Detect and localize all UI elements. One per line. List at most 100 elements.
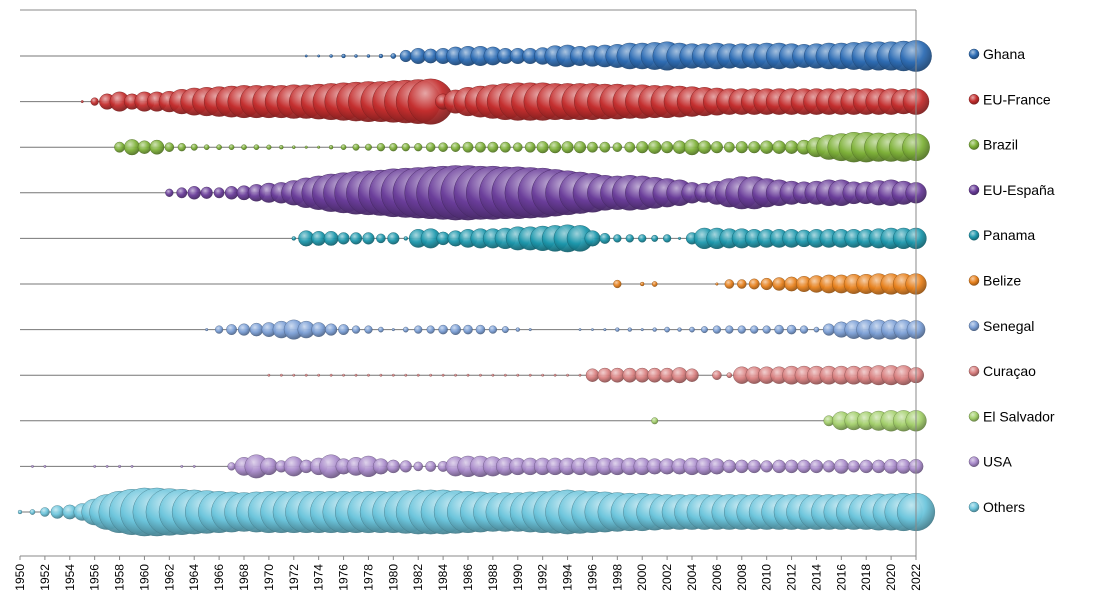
x-tick-label: 2004 <box>685 564 699 591</box>
legend: Ghana EU-France Brazil EU-España Panama Beliz… <box>968 46 1055 515</box>
bubble-point <box>329 54 333 58</box>
legend-item: Ghana <box>968 46 1025 62</box>
bubble-point <box>724 279 735 289</box>
bubble-point <box>479 373 482 377</box>
bubble-point <box>311 322 327 337</box>
bubble-point <box>404 373 408 377</box>
bubble-point <box>416 373 420 377</box>
bubble-point <box>651 234 659 242</box>
legend-label: Brazil <box>983 137 1018 153</box>
bubble-point <box>317 373 321 377</box>
bubble-point <box>697 140 712 154</box>
bubble-point <box>772 140 786 154</box>
x-tick-label: 1990 <box>511 564 525 591</box>
legend-label: USA <box>983 454 1012 470</box>
bubble-point <box>640 281 645 287</box>
legend-item: USA <box>968 454 1012 470</box>
legend-marker <box>968 320 980 332</box>
bubble-point <box>585 368 600 382</box>
bubble-point <box>615 327 620 332</box>
bubble-point <box>462 141 474 153</box>
bubble-point <box>772 459 786 474</box>
series-row-Belize <box>20 273 927 295</box>
bubble-point <box>651 417 659 425</box>
bubble-point <box>413 461 423 472</box>
bubble-point <box>578 373 582 377</box>
bubble-point <box>165 188 174 197</box>
x-tick-label: 1950 <box>13 564 27 591</box>
x-tick-label: 1982 <box>411 564 425 591</box>
x-tick-label: 1966 <box>212 564 226 591</box>
x-tick-label: 1968 <box>237 564 251 591</box>
x-tick-label: 2008 <box>735 564 749 591</box>
series-rows <box>17 40 936 537</box>
bubble-point <box>541 373 545 377</box>
x-tick-label: 2016 <box>834 564 848 591</box>
bubble-point <box>387 232 400 245</box>
bubble-point <box>425 460 437 472</box>
bubble-point <box>328 145 334 150</box>
bubble-point <box>292 373 296 377</box>
bubble-point <box>414 143 423 152</box>
bubble-point <box>176 187 188 199</box>
bubble-point <box>329 373 333 377</box>
legend-label: EU-France <box>983 91 1051 107</box>
bubble-point <box>553 373 557 377</box>
bubble-point <box>750 325 759 334</box>
x-tick-label: 1964 <box>187 564 201 591</box>
bubble-point <box>438 324 448 335</box>
bubble-point <box>528 373 532 377</box>
bubble-point <box>578 328 582 331</box>
legend-item: EU-España <box>968 182 1055 198</box>
x-tick-label: 1962 <box>162 564 176 591</box>
bubble-point <box>708 458 725 475</box>
bubble-point <box>391 373 395 377</box>
bubble-point <box>748 141 761 154</box>
bubble-point <box>123 139 140 156</box>
bubble-point <box>599 232 611 244</box>
bubble-point <box>366 54 371 58</box>
bubble-point <box>636 141 649 154</box>
bubble-point <box>625 234 634 243</box>
bubble-point <box>352 143 360 151</box>
bubble-point <box>712 370 722 380</box>
x-tick-label: 2000 <box>635 564 649 591</box>
bubble-point <box>118 464 122 468</box>
bubble-point <box>354 373 358 377</box>
bubble-point <box>43 464 47 468</box>
bubble-point <box>325 323 338 336</box>
bubble-point <box>760 460 773 473</box>
bubble-point <box>896 459 911 474</box>
bubble-point <box>797 459 811 474</box>
bubble-point <box>253 144 260 150</box>
bubble-point <box>292 145 296 149</box>
bubble-point <box>338 324 349 335</box>
bubble-point <box>401 143 410 152</box>
bubble-point <box>349 232 363 245</box>
x-tick-label: 1974 <box>312 564 326 591</box>
x-tick-label: 1980 <box>386 564 400 591</box>
legend-label: Ghana <box>983 46 1025 62</box>
x-tick-label: 1954 <box>63 564 77 591</box>
bubble-point <box>224 186 239 200</box>
x-tick-label: 1992 <box>536 564 550 591</box>
legend-label: Belize <box>983 273 1021 289</box>
bubble-point <box>389 143 398 152</box>
x-tick-label: 2018 <box>859 564 873 591</box>
legend-label: El Salvador <box>983 408 1055 424</box>
bubble-point <box>859 459 873 474</box>
bubble-point <box>399 49 412 63</box>
bubble-point <box>149 139 165 155</box>
bubble-point <box>647 367 663 383</box>
bubble-point <box>40 507 50 517</box>
x-tick-label: 1952 <box>38 564 52 591</box>
legend-label: Others <box>983 499 1025 515</box>
x-tick-label: 1996 <box>585 564 599 591</box>
bubble-point <box>566 373 569 377</box>
bubble-point <box>475 141 486 153</box>
bubble-point <box>291 236 296 241</box>
bubble-point <box>177 143 186 152</box>
bubble-point <box>364 325 373 334</box>
bubble-point <box>215 325 224 334</box>
legend-item: Others <box>968 499 1025 515</box>
